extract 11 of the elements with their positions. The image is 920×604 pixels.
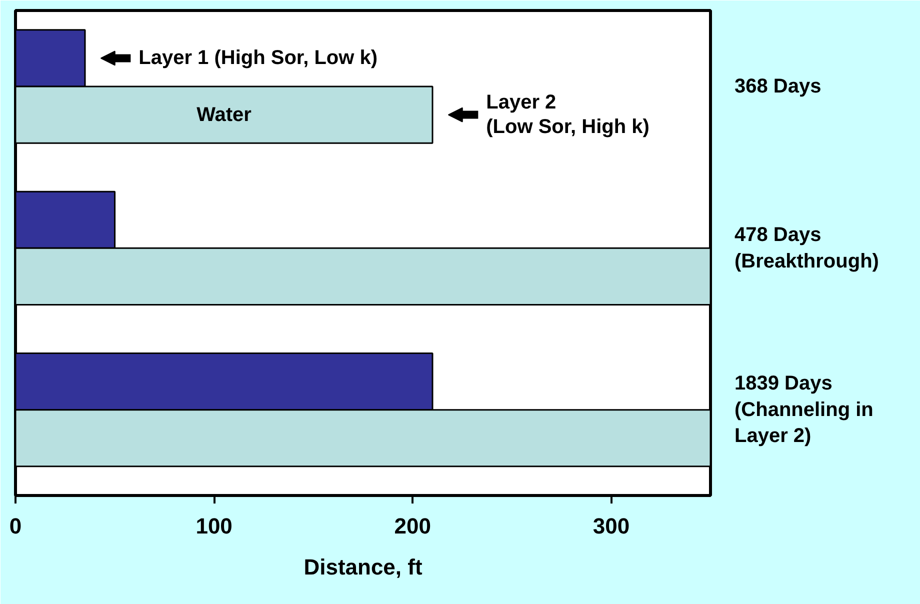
legend-label: Layer 1 (High Sor, Low k) (138, 47, 378, 70)
legend-label: Layer 2 (Low Sor, High k) (486, 92, 650, 138)
x-tick-label: 200 (394, 514, 432, 538)
x-tick-label: 300 (592, 514, 630, 538)
annotation: Water (196, 104, 252, 126)
x-tick-label: 0 (9, 514, 22, 538)
y-tick-label: 478 Days (Breakthrough) (734, 224, 879, 272)
x-axis-title: Distance, ft (304, 554, 423, 580)
y-tick-label: 1839 Days (Channeling in Layer 2) (734, 372, 874, 448)
x-tick-label: 100 (196, 514, 232, 538)
y-tick-label: 368 Days (734, 75, 822, 98)
